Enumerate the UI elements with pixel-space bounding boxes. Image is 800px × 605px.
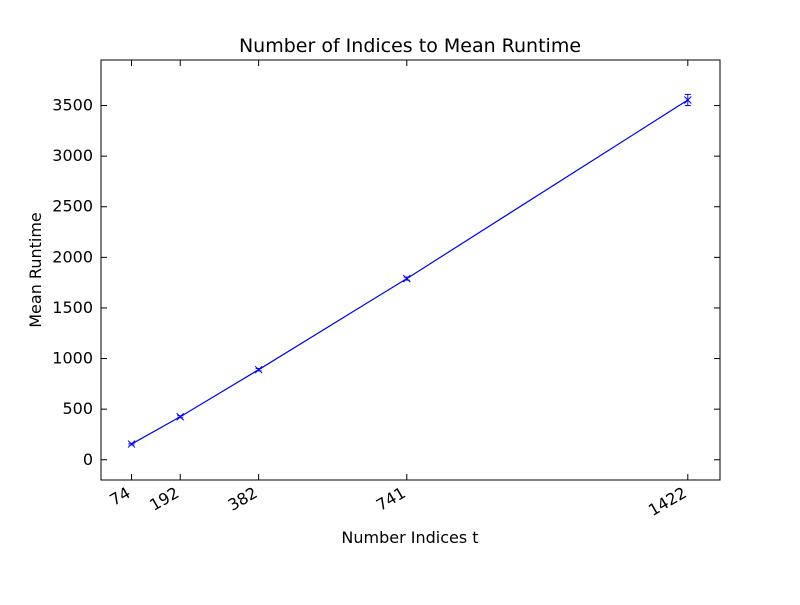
- y-tick-label: 3500: [52, 96, 93, 115]
- plot-area: [101, 60, 720, 480]
- y-tick-label: 1500: [52, 298, 93, 317]
- y-tick-label: 2500: [52, 197, 93, 216]
- x-tick-label: 1422: [645, 483, 690, 520]
- y-tick-label: 1000: [52, 349, 93, 368]
- data-point-marker: [683, 96, 692, 104]
- y-tick-label: 0: [83, 450, 93, 469]
- y-axis-label: Mean Runtime: [26, 212, 45, 328]
- x-tick-label: 382: [225, 483, 261, 515]
- x-tick-label: 741: [373, 483, 409, 515]
- plot-frame: [100, 59, 721, 481]
- data-point-marker: [127, 440, 136, 448]
- chart-title: Number of Indices to Mean Runtime: [239, 35, 581, 57]
- x-tick-label: 74: [106, 483, 133, 510]
- data-point-marker: [176, 412, 185, 421]
- y-tick-label: 2000: [52, 247, 93, 266]
- x-tick-label: 192: [146, 483, 182, 515]
- data-point-marker: [402, 274, 411, 283]
- y-tick-label: 500: [62, 399, 93, 418]
- y-tick-label: 3000: [52, 146, 93, 165]
- data-point-marker: [254, 365, 263, 374]
- x-axis-label: Number Indices t: [341, 528, 478, 547]
